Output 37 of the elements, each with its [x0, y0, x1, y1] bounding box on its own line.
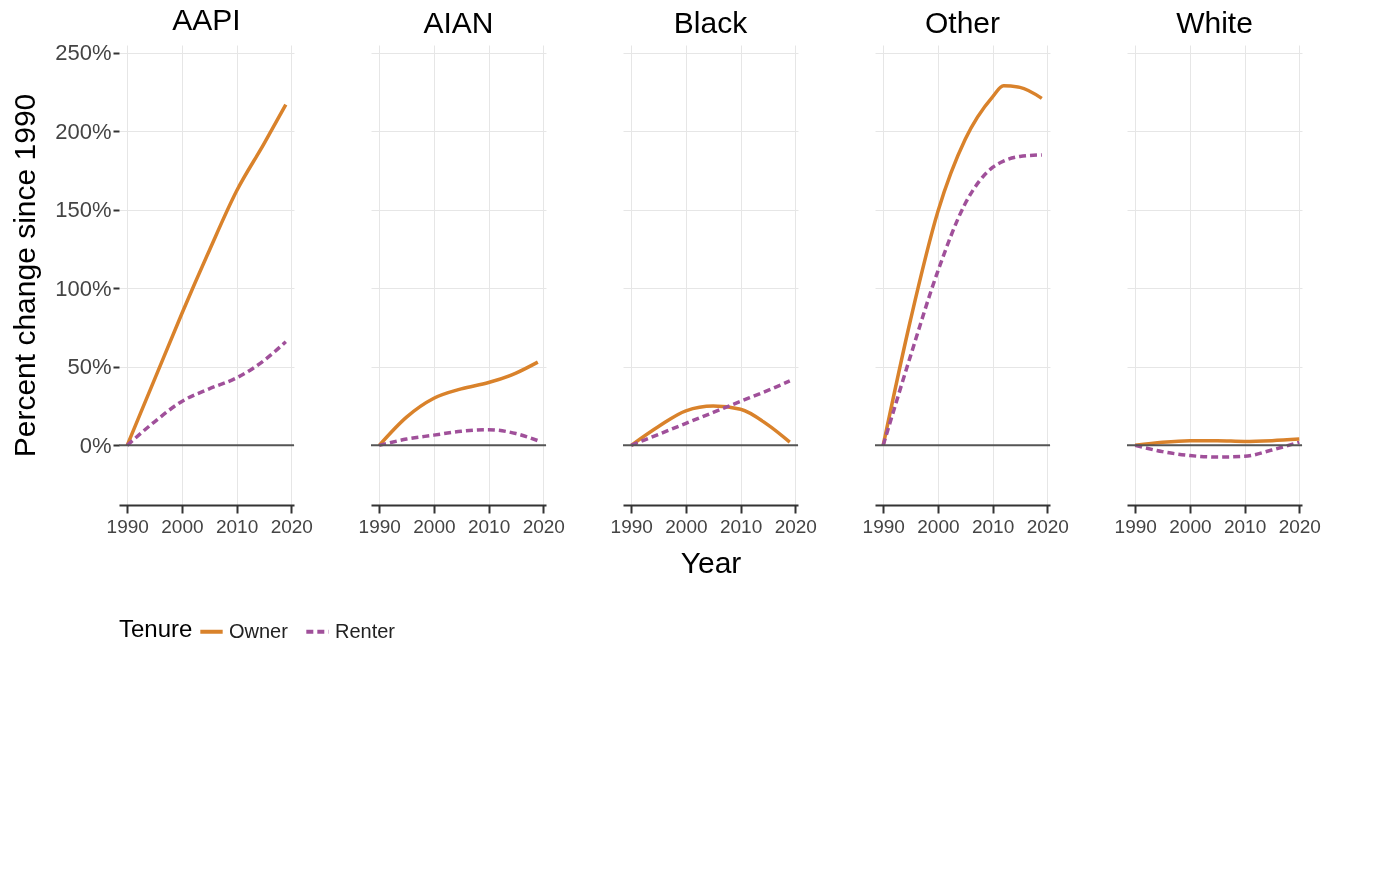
x-tick-label: 2010 — [215, 515, 259, 537]
x-tick-label: 2000 — [1169, 515, 1212, 537]
x-tick-label: 2000 — [917, 515, 960, 537]
x-tick-label: 1990 — [862, 515, 905, 537]
legend-label: Renter — [335, 619, 396, 642]
y-tick-label: 150% — [55, 197, 112, 223]
legend-title: Tenure — [119, 615, 193, 642]
x-tick-label: 2020 — [774, 515, 817, 537]
x-tick-label: 1990 — [358, 515, 401, 537]
chart-title: Black — [673, 6, 749, 39]
y-tick-label: 250% — [55, 40, 112, 66]
chart-title: AAPI — [172, 2, 241, 36]
x-tick-label: 2010 — [467, 515, 511, 537]
x-axis-title: Year — [680, 545, 742, 579]
y-axis-title: Percent change since 1990 — [8, 93, 42, 458]
chart-title: Other — [924, 6, 1001, 39]
chart-title: AIAN — [423, 6, 494, 39]
x-tick-label: 2020 — [1026, 515, 1069, 537]
y-tick-label: 50% — [67, 354, 112, 380]
x-tick-label: 2020 — [1278, 515, 1321, 537]
x-tick-label: 2000 — [413, 515, 456, 537]
x-tick-label: 1990 — [106, 515, 149, 537]
x-tick-label: 2020 — [270, 515, 313, 537]
x-tick-label: 1990 — [610, 515, 653, 537]
x-tick-label: 1990 — [1114, 515, 1157, 537]
x-tick-label: 2000 — [665, 515, 708, 537]
x-tick-label: 2020 — [522, 515, 565, 537]
legend-label: Owner — [229, 619, 289, 642]
line-series — [125, 339, 288, 448]
x-tick-label: 2010 — [1223, 515, 1267, 537]
y-tick-label: 100% — [55, 275, 112, 301]
y-tick-label: 200% — [55, 118, 112, 144]
x-tick-label: 2010 — [719, 515, 763, 537]
x-tick-label: 2010 — [971, 515, 1015, 537]
chart-title: White — [1176, 6, 1253, 39]
y-tick-label: 0% — [79, 432, 112, 458]
x-tick-label: 2000 — [161, 515, 204, 537]
